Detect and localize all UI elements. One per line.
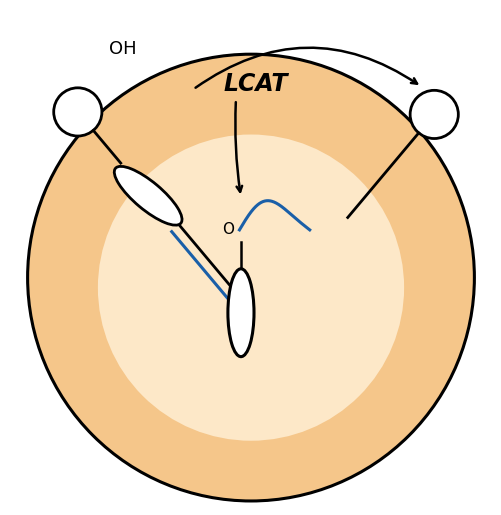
Text: O: O	[222, 222, 234, 237]
Circle shape	[54, 88, 102, 136]
Circle shape	[409, 90, 457, 139]
Circle shape	[28, 54, 473, 501]
Ellipse shape	[227, 269, 254, 357]
Text: LCAT: LCAT	[223, 72, 288, 96]
Circle shape	[98, 134, 403, 441]
Text: OH: OH	[109, 40, 137, 58]
Ellipse shape	[114, 166, 182, 225]
